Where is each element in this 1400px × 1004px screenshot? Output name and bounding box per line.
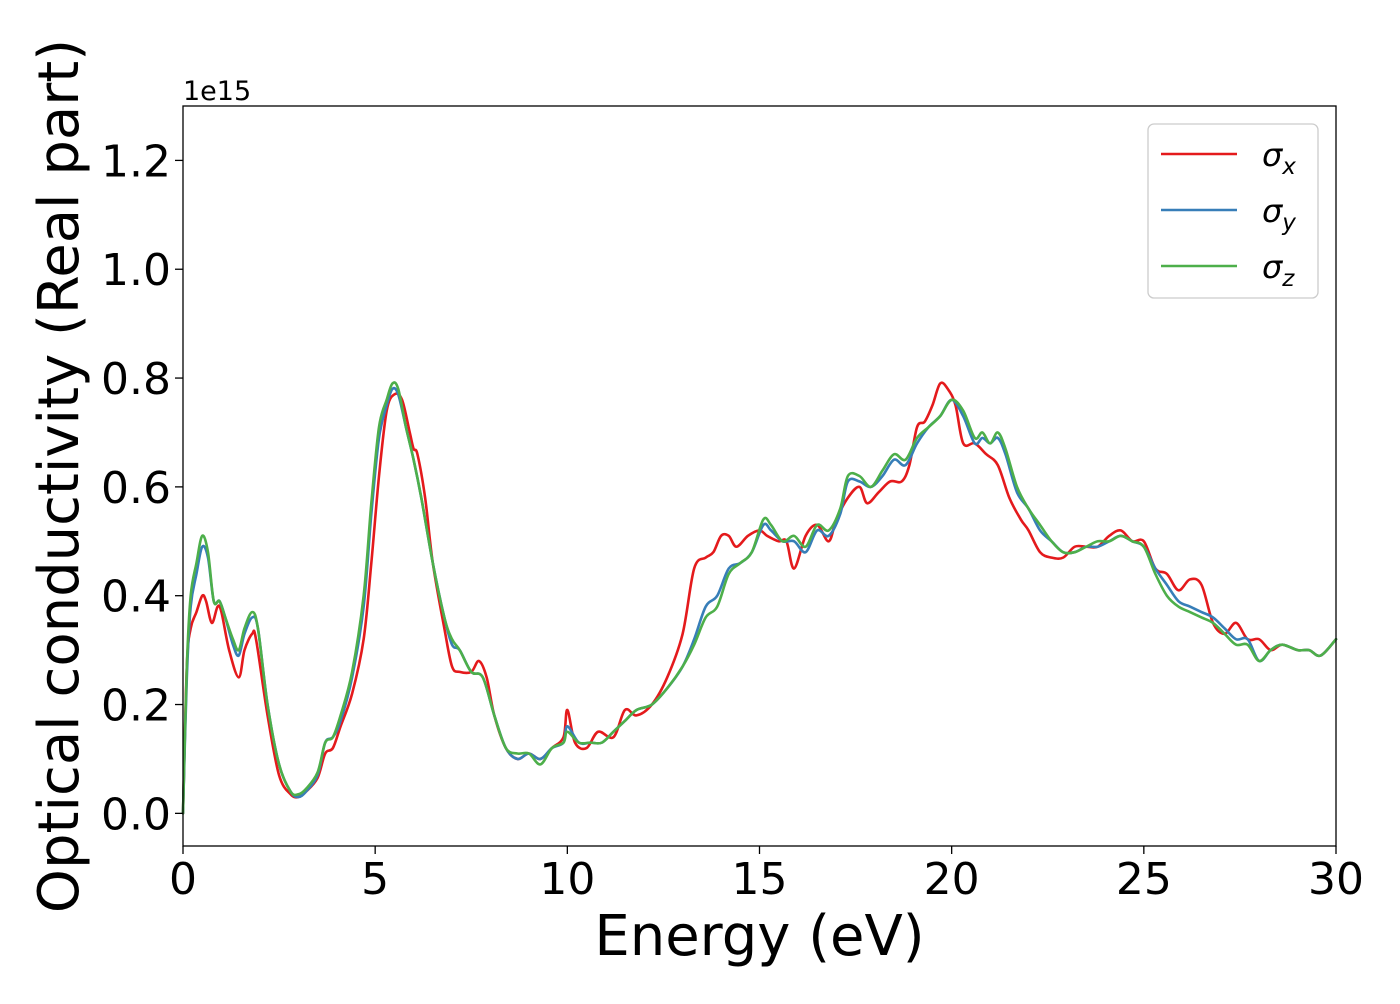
legend-label-x: σx: [1262, 136, 1296, 180]
y-axis-label: Optical conductivity (Real part): [27, 39, 92, 913]
legend-label-y: σy: [1262, 192, 1296, 236]
x-tick-label: 20: [924, 854, 980, 905]
y-tick-label: 1.2: [101, 136, 171, 187]
legend-subscript: y: [1281, 210, 1296, 236]
legend-subscript: x: [1281, 154, 1296, 180]
x-tick-label: 10: [539, 854, 595, 905]
y-tick-label: 0.4: [101, 572, 171, 623]
y-axis: 0.0 0.2 0.4 0.6 0.8 1.0 1.2: [101, 136, 183, 840]
series-line-x: [181, 381, 1338, 815]
legend-subscript: z: [1281, 266, 1295, 292]
legend-label-z: σz: [1262, 248, 1295, 292]
y-tick-label: 0.8: [101, 354, 171, 405]
y-tick-label: 0.0: [101, 789, 171, 840]
y-tick-label: 0.2: [101, 681, 171, 732]
plot-area: [181, 381, 1338, 815]
series-line-y: [181, 386, 1338, 815]
x-tick-label: 30: [1308, 854, 1364, 905]
legend-symbol: σ: [1262, 136, 1284, 174]
y-tick-label: 1.0: [101, 245, 171, 296]
x-tick-label: 5: [361, 854, 389, 905]
y-tick-label: 0.6: [101, 463, 171, 514]
x-axis: 0 5 10 15 20 25 30: [169, 846, 1364, 905]
legend-symbol: σ: [1262, 248, 1284, 286]
x-tick-label: 25: [1116, 854, 1172, 905]
series-line-z: [181, 381, 1338, 815]
plot-frame: [182, 105, 1337, 847]
x-tick-label: 0: [169, 854, 197, 905]
x-tick-label: 15: [732, 854, 788, 905]
x-axis-label: Energy (eV): [594, 904, 924, 969]
y-offset-label: 1e15: [183, 76, 251, 107]
legend-symbol: σ: [1262, 192, 1284, 230]
